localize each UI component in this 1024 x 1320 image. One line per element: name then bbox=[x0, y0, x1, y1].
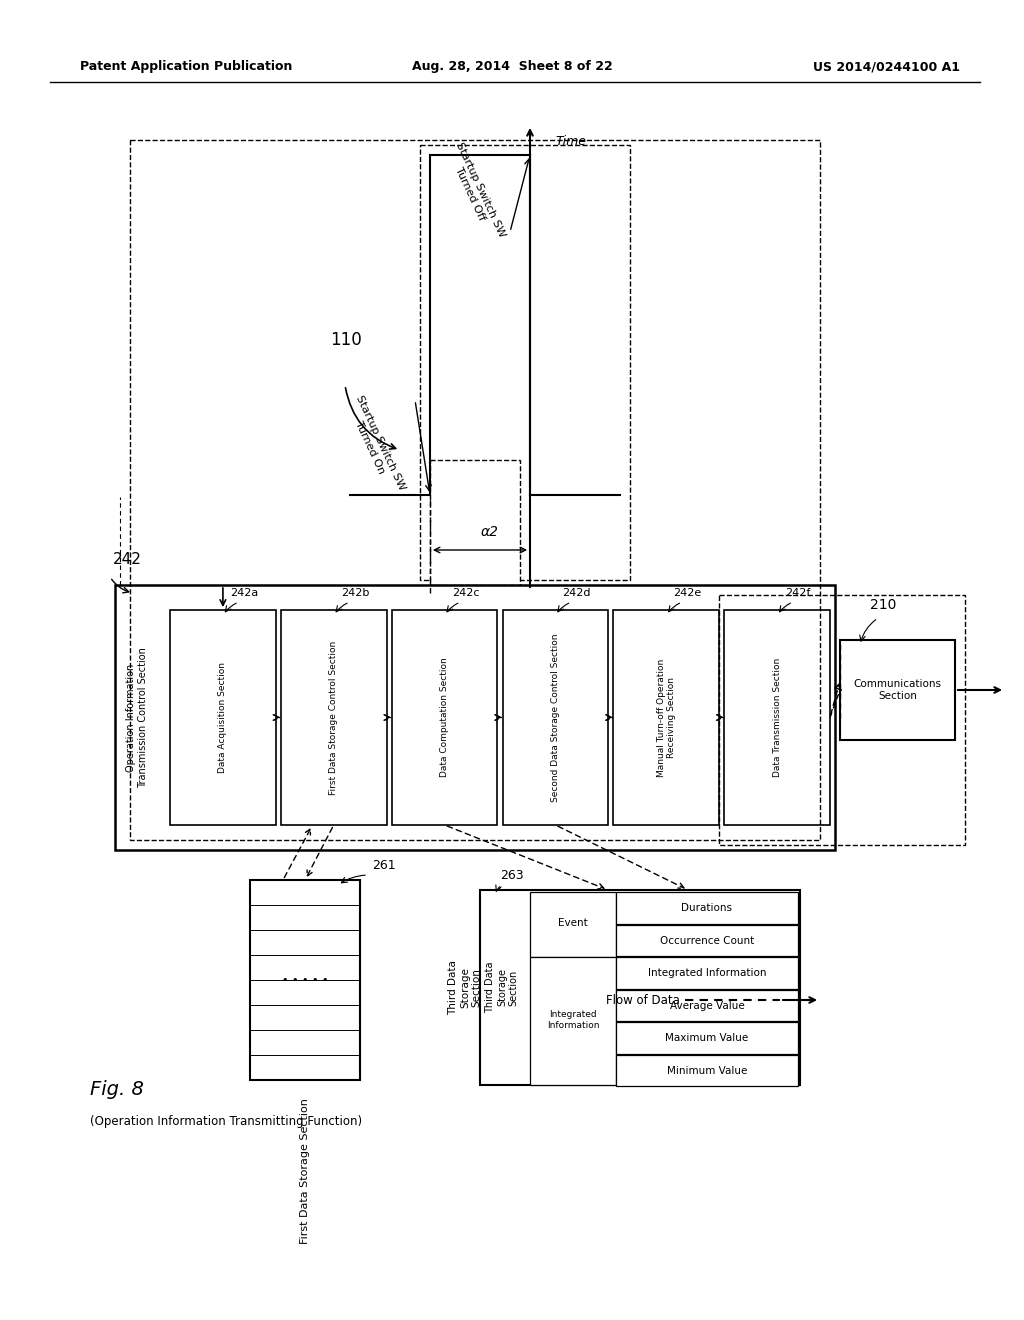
Bar bbox=[719, 595, 965, 845]
Text: (Operation Information Transmitting Function): (Operation Information Transmitting Func… bbox=[90, 1115, 362, 1129]
Bar bbox=[130, 140, 820, 840]
Bar bbox=[530, 957, 615, 1085]
Text: 242c: 242c bbox=[452, 587, 479, 598]
Bar bbox=[840, 640, 955, 741]
Bar bbox=[615, 990, 798, 1020]
Text: First Data Storage Control Section: First Data Storage Control Section bbox=[330, 640, 338, 795]
Bar bbox=[430, 459, 520, 585]
Text: Integrated Information: Integrated Information bbox=[647, 969, 766, 978]
Text: Maximum Value: Maximum Value bbox=[666, 1034, 749, 1043]
Bar bbox=[615, 892, 798, 924]
Text: Patent Application Publication: Patent Application Publication bbox=[80, 59, 293, 73]
Text: Third Data
Storage
Section: Third Data Storage Section bbox=[485, 962, 518, 1014]
Bar bbox=[503, 610, 608, 825]
Text: First Data Storage Section: First Data Storage Section bbox=[300, 1098, 310, 1243]
Text: Flow of Data: Flow of Data bbox=[606, 994, 680, 1006]
Text: Communications
Section: Communications Section bbox=[853, 680, 941, 701]
Text: Average Value: Average Value bbox=[670, 1001, 744, 1011]
Text: Manual Turn-off Operation
Receiving Section: Manual Turn-off Operation Receiving Sect… bbox=[656, 659, 676, 776]
Text: 261: 261 bbox=[372, 859, 395, 873]
Text: Fig. 8: Fig. 8 bbox=[90, 1080, 144, 1100]
Text: Startup Switch SW
Turned Off: Startup Switch SW Turned Off bbox=[443, 140, 507, 243]
Text: US 2014/0244100 A1: US 2014/0244100 A1 bbox=[813, 59, 961, 73]
Bar bbox=[615, 924, 798, 956]
Text: 242b: 242b bbox=[341, 587, 369, 598]
Text: 242e: 242e bbox=[674, 587, 701, 598]
Bar bbox=[615, 1055, 798, 1086]
Text: Startup Switch SW
Turned On: Startup Switch SW Turned On bbox=[343, 393, 407, 496]
Text: Minimum Value: Minimum Value bbox=[667, 1065, 748, 1076]
Text: Data Acquisition Section: Data Acquisition Section bbox=[218, 663, 227, 774]
Bar bbox=[250, 880, 360, 1080]
Text: 242f: 242f bbox=[785, 587, 811, 598]
Text: Aug. 28, 2014  Sheet 8 of 22: Aug. 28, 2014 Sheet 8 of 22 bbox=[412, 59, 612, 73]
Bar bbox=[530, 892, 615, 957]
Text: Durations: Durations bbox=[681, 903, 732, 913]
Text: 210: 210 bbox=[870, 598, 896, 612]
Text: Third Data
Storage
Section: Third Data Storage Section bbox=[449, 960, 481, 1015]
Bar bbox=[724, 610, 830, 825]
Bar bbox=[615, 957, 798, 989]
Text: 110: 110 bbox=[330, 331, 361, 348]
Text: 242d: 242d bbox=[562, 587, 591, 598]
Bar bbox=[480, 890, 800, 1085]
Text: Data Transmission Section: Data Transmission Section bbox=[772, 657, 781, 777]
Text: 263: 263 bbox=[500, 869, 523, 882]
Bar bbox=[170, 610, 275, 825]
Text: Occurrence Count: Occurrence Count bbox=[659, 936, 754, 945]
Text: 242a: 242a bbox=[230, 587, 258, 598]
Text: Event: Event bbox=[558, 917, 588, 928]
Text: Second Data Storage Control Section: Second Data Storage Control Section bbox=[551, 634, 560, 801]
Text: α2: α2 bbox=[481, 525, 499, 539]
Text: Operation Information
Transmission Control Section: Operation Information Transmission Contr… bbox=[126, 647, 147, 788]
Text: Data Computation Section: Data Computation Section bbox=[440, 657, 450, 777]
Text: Integrated
Information: Integrated Information bbox=[547, 1010, 599, 1030]
Bar bbox=[615, 1022, 798, 1053]
Text: • • • • •: • • • • • bbox=[282, 975, 329, 985]
Bar bbox=[391, 610, 498, 825]
Bar bbox=[420, 145, 630, 579]
Text: Time: Time bbox=[555, 135, 586, 148]
Text: 242: 242 bbox=[113, 552, 142, 568]
Bar bbox=[115, 585, 835, 850]
Bar bbox=[281, 610, 387, 825]
Bar bbox=[613, 610, 719, 825]
